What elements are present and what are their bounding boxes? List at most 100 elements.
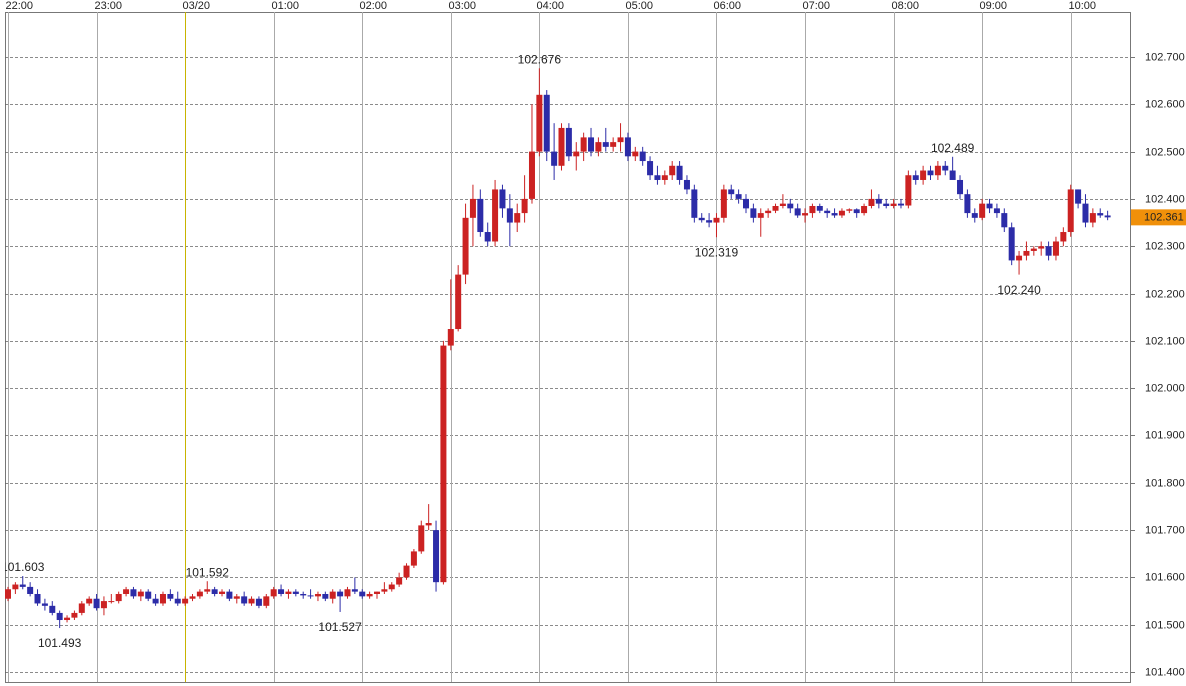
candle-body — [396, 577, 403, 585]
candle-body — [248, 598, 255, 604]
candle-body — [528, 151, 535, 199]
candle-body — [676, 165, 683, 180]
y-tick-label: 102.000 — [1145, 382, 1185, 394]
candle-body — [145, 591, 152, 599]
candle-body — [787, 203, 794, 209]
candle-body — [905, 175, 912, 206]
candle-body — [182, 598, 189, 604]
candle-body — [152, 598, 159, 604]
candle-body — [322, 593, 329, 599]
candle-body — [846, 209, 853, 211]
extreme-label: 102.240 — [997, 283, 1041, 297]
candle-body — [1016, 255, 1023, 261]
y-tick-label: 101.500 — [1145, 619, 1185, 631]
candle-body — [477, 198, 484, 233]
candle-body — [890, 203, 897, 206]
x-tick-label: 05:00 — [626, 0, 654, 12]
candle-body — [1008, 227, 1015, 261]
extreme-label: 102.489 — [931, 141, 975, 155]
candle-body — [861, 205, 868, 214]
candle-body — [314, 593, 321, 597]
candle-body — [802, 213, 809, 216]
candle-body — [912, 175, 919, 180]
candle-body — [329, 591, 336, 599]
candle-body — [351, 589, 358, 592]
candle-body — [669, 165, 676, 176]
candle-body — [115, 593, 122, 602]
candle-body — [27, 586, 34, 594]
candle-body — [728, 189, 735, 195]
candle-body — [285, 591, 292, 594]
candle-body — [344, 589, 351, 597]
candle-body — [292, 591, 299, 594]
extreme-label: 102.676 — [518, 52, 562, 66]
y-tick-label: 102.600 — [1145, 98, 1185, 110]
candle-body — [71, 612, 78, 618]
candle-body — [440, 345, 447, 583]
candle-body — [123, 589, 130, 594]
candle-body — [683, 179, 690, 190]
candle-body — [64, 617, 71, 621]
candle-body — [374, 591, 380, 594]
candle-body — [543, 94, 550, 152]
current-price-label: 102.361 — [1144, 211, 1184, 223]
candle-body — [492, 189, 499, 242]
candle-body — [824, 210, 831, 214]
candle-body — [624, 137, 631, 157]
candle-body — [551, 151, 558, 166]
candle-body — [241, 596, 248, 604]
extreme-label: 102.319 — [695, 245, 739, 259]
candle-body — [300, 593, 307, 596]
candle-body — [1001, 213, 1008, 228]
candle-body — [735, 194, 742, 199]
candle-body — [469, 198, 476, 218]
candle-body — [698, 217, 705, 221]
current-price-box — [1131, 209, 1186, 226]
candle-body — [425, 523, 432, 526]
y-tick-label: 101.400 — [1145, 666, 1185, 678]
candle-body — [462, 217, 469, 275]
candle-body — [927, 170, 934, 176]
candle-body — [661, 175, 668, 180]
y-tick-label: 102.700 — [1145, 51, 1185, 63]
candle-body — [1060, 232, 1067, 242]
candle-body — [647, 161, 654, 176]
x-tick-label: 02:00 — [360, 0, 388, 12]
candle-body — [1075, 189, 1082, 204]
candle-body — [920, 170, 927, 180]
candle-body — [447, 329, 454, 346]
candle-body — [455, 274, 462, 330]
candle-body — [204, 589, 211, 592]
candle-body — [971, 213, 978, 218]
candle-body — [1104, 215, 1111, 218]
candle-body — [639, 151, 646, 162]
candle-body — [418, 525, 425, 552]
candle-body — [617, 137, 624, 143]
candle-body — [93, 598, 100, 609]
candle-body — [108, 601, 115, 603]
candle-body — [226, 591, 233, 599]
candle-body — [359, 591, 366, 597]
candle-body — [588, 137, 595, 152]
candle-body — [536, 94, 543, 152]
candle-body — [883, 203, 890, 206]
candle-body — [875, 198, 882, 204]
y-tick-label: 102.200 — [1145, 288, 1185, 300]
candle-body — [56, 612, 63, 621]
candle-body — [388, 584, 395, 590]
candle-body — [573, 151, 580, 157]
candle-body — [1052, 241, 1059, 256]
candle-body — [1023, 250, 1030, 256]
candle-body — [484, 232, 491, 242]
candle-body — [934, 165, 941, 176]
candle-body — [1097, 213, 1104, 216]
candle-body — [514, 213, 521, 223]
candle-body — [1030, 248, 1037, 251]
candle-body — [632, 151, 639, 157]
candle-body — [964, 194, 971, 214]
x-tick-label: 23:00 — [95, 0, 123, 12]
x-tick-label: 04:00 — [537, 0, 565, 12]
candle-body — [853, 209, 860, 214]
candle-body — [521, 198, 528, 214]
extreme-label: 101.603 — [1, 560, 45, 574]
